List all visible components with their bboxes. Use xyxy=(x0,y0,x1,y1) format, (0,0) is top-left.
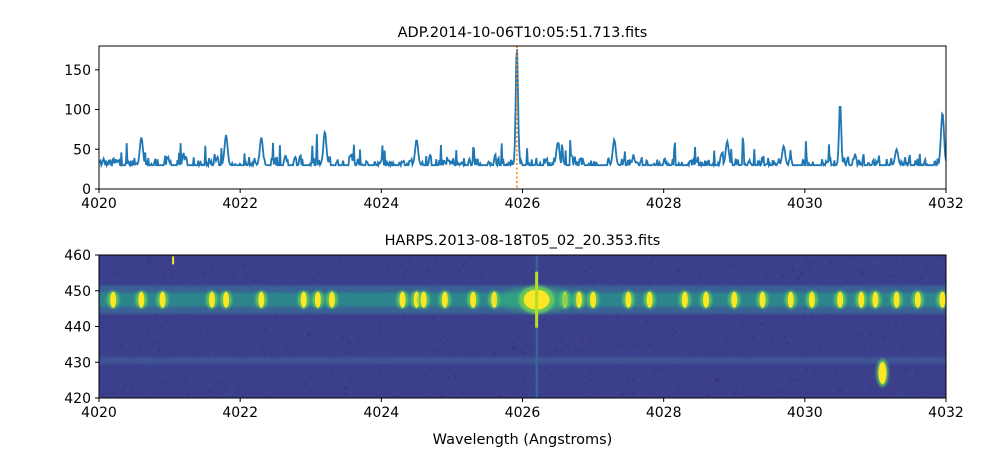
bottom-y-ticks: 420 430 440 450 460 xyxy=(64,248,99,407)
x-tick-label: 4028 xyxy=(646,405,682,421)
bottom-x-ticks: 4020 4022 4024 4026 4028 4030 4032 xyxy=(81,398,964,421)
heatmap-spot xyxy=(258,291,265,308)
heatmap-spot xyxy=(731,291,738,308)
heatmap-spot xyxy=(575,291,582,308)
x-tick-label: 4030 xyxy=(787,196,823,212)
x-tick-label: 4022 xyxy=(222,405,258,421)
heatmap-spot xyxy=(300,291,307,308)
heatmap-spot xyxy=(646,291,653,308)
heatmap-spot xyxy=(787,291,794,308)
top-chart-title: ADP.2014-10-06T10:05:51.713.fits xyxy=(398,25,648,41)
x-axis-label: Wavelength (Angstroms) xyxy=(433,432,613,448)
x-tick-label: 4026 xyxy=(505,405,541,421)
heatmap-spot xyxy=(328,291,335,308)
top-panel: ADP.2014-10-06T10:05:51.713.fits 4020 402… xyxy=(64,25,964,212)
y-tick-label: 420 xyxy=(64,391,91,407)
heatmap-spot xyxy=(208,291,215,308)
heatmap-spot xyxy=(420,291,427,308)
top-x-ticks: 4020 4022 4024 4026 4028 4030 4032 xyxy=(81,189,964,212)
heatmap-spot xyxy=(939,291,946,308)
x-tick-label: 4026 xyxy=(505,196,541,212)
heatmap-spot xyxy=(441,291,448,308)
heatmap-spot xyxy=(413,291,420,308)
heatmap-spot xyxy=(703,291,710,308)
bottom-chart-title: HARPS.2013-08-18T05_02_20.353.fits xyxy=(385,233,661,249)
x-tick-label: 4020 xyxy=(81,405,117,421)
heatmap-spot xyxy=(893,291,900,308)
source-spike xyxy=(535,271,539,328)
heatmap-spot xyxy=(808,291,815,308)
bottom-panel: HARPS.2013-08-18T05_02_20.353.fits 4020 4… xyxy=(64,233,964,448)
heatmap-spot xyxy=(872,291,879,308)
heatmap-spot xyxy=(625,291,632,308)
x-tick-label: 4032 xyxy=(928,196,964,212)
top-y-ticks: 0 50 100 150 xyxy=(64,63,99,198)
x-tick-label: 4032 xyxy=(928,405,964,421)
heatmap-spot xyxy=(138,291,145,308)
x-tick-label: 4030 xyxy=(787,405,823,421)
y-tick-label: 50 xyxy=(73,142,91,158)
heatmap-spot xyxy=(159,291,166,308)
heatmap-spot xyxy=(491,291,498,308)
x-tick-label: 4028 xyxy=(646,196,682,212)
heatmap-image xyxy=(99,255,946,398)
heatmap-spot xyxy=(314,291,321,308)
heatmap-spot xyxy=(914,291,921,308)
y-tick-label: 440 xyxy=(64,320,91,336)
heatmap-spot xyxy=(223,291,230,308)
x-tick-label: 4024 xyxy=(364,196,400,212)
heatmap-spot xyxy=(399,291,406,308)
x-tick-label: 4024 xyxy=(364,405,400,421)
heatmap-spot xyxy=(590,291,597,308)
top-axes-frame xyxy=(98,45,947,190)
x-tick-label: 4020 xyxy=(81,196,117,212)
heatmap-spot xyxy=(110,291,117,308)
heatmap-spot xyxy=(681,291,688,308)
y-tick-label: 0 xyxy=(82,182,91,198)
secondary-trace xyxy=(99,356,946,365)
y-tick-label: 450 xyxy=(64,284,91,300)
small-spot xyxy=(172,256,175,265)
y-tick-label: 460 xyxy=(64,248,91,264)
heatmap-spot xyxy=(837,291,844,308)
heatmap-spot xyxy=(858,291,865,308)
x-tick-label: 4022 xyxy=(222,196,258,212)
y-tick-label: 430 xyxy=(64,355,91,371)
top-spectrum-line xyxy=(99,49,946,169)
y-tick-label: 150 xyxy=(64,63,91,79)
heatmap-spot xyxy=(470,291,477,308)
y-tick-label: 100 xyxy=(64,103,91,119)
heatmap-spot xyxy=(759,291,766,308)
isolated-spot xyxy=(878,361,887,384)
heatmap-background xyxy=(99,255,946,398)
